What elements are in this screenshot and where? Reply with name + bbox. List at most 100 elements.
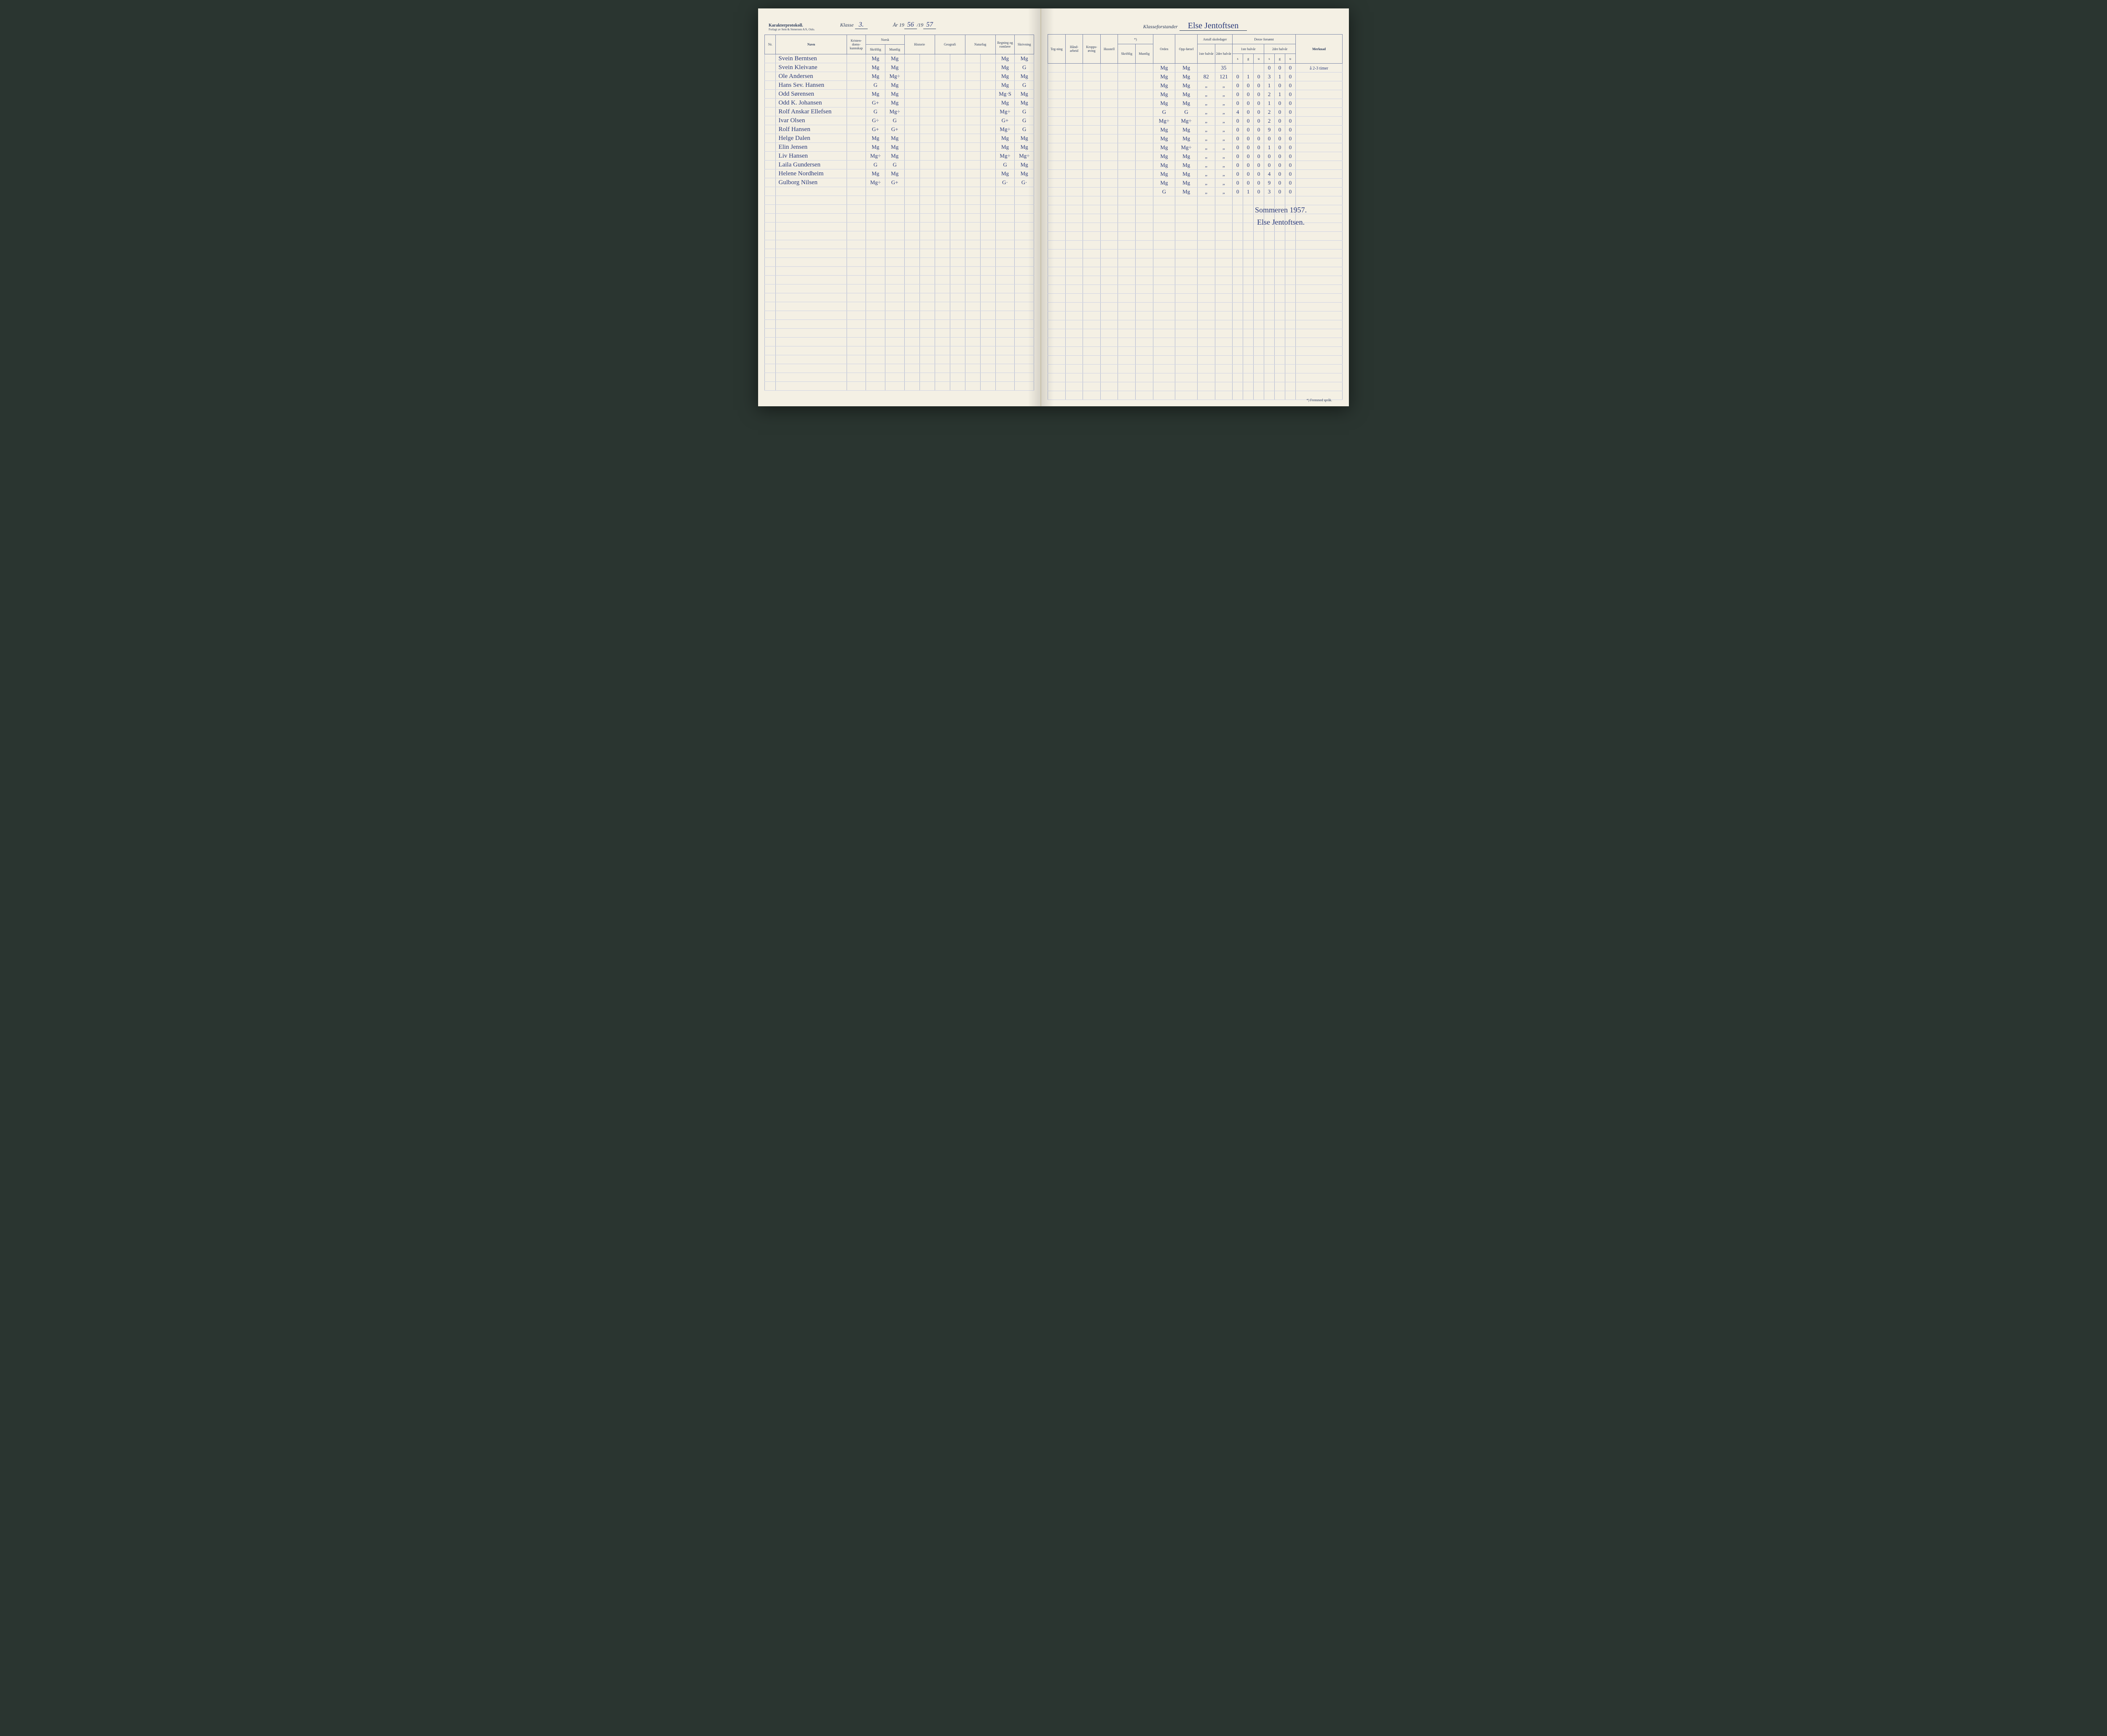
- cell-kristen: [847, 169, 866, 178]
- table-row-empty: [765, 214, 1034, 223]
- cell-skriv: Mg: [1015, 134, 1034, 143]
- cell-f1: 0: [1243, 108, 1254, 117]
- signature-block: Sommeren 1957. Else Jentoftsen.: [1255, 202, 1307, 230]
- cell-f5: 0: [1285, 81, 1295, 90]
- table-row-empty: [1048, 232, 1343, 241]
- table-row-empty: [1048, 347, 1343, 356]
- cell-orden: Mg: [1153, 81, 1175, 90]
- table-header-right: Teg-ning Hånd-arbeid Kropps-øving Husste…: [1048, 35, 1343, 64]
- cell-f5: 0: [1285, 72, 1295, 81]
- cell-f1: 0: [1243, 81, 1254, 90]
- cell-norsk-s: Mg: [866, 169, 885, 178]
- klasse-value: 3.: [855, 21, 868, 29]
- table-row-empty: [765, 276, 1034, 284]
- cell-name: Gulborg Nilsen: [776, 178, 847, 187]
- col-husstell: Husstell: [1100, 35, 1118, 64]
- cell-name: Ole Andersen: [776, 72, 847, 81]
- cell-f2: 0: [1254, 72, 1264, 81]
- col-handarbeid: Hånd-arbeid: [1065, 35, 1083, 64]
- cell-regning: Mg: [995, 99, 1015, 107]
- col-skrivning: Skrivning: [1015, 35, 1034, 54]
- cell-skriv: Mg: [1015, 161, 1034, 169]
- cell-f0: 0: [1233, 152, 1243, 161]
- table-row: MgMg÷„„000100: [1048, 143, 1343, 152]
- klasseforstander-label: Klasseforstander: [1143, 24, 1178, 30]
- cell-ad1: „: [1197, 179, 1215, 188]
- cell-merknad: å 2-3 timer: [1295, 64, 1342, 72]
- cell-regning: Mg·S: [995, 90, 1015, 99]
- cell-f5: 0: [1285, 161, 1295, 170]
- cell-oppf: Mg: [1175, 152, 1198, 161]
- cell-f4: 0: [1274, 152, 1285, 161]
- cell-norsk-m: G+: [885, 178, 904, 187]
- footnote: *) Fremmed språk.: [1306, 398, 1332, 402]
- cell-oppf: Mg: [1175, 179, 1198, 188]
- left-page: Karakterprotokoll. Forlagt av Sem & Sten…: [758, 8, 1041, 406]
- cell-f2: 0: [1254, 152, 1264, 161]
- cell-regning: Mg: [995, 72, 1015, 81]
- cell-f2: 0: [1254, 99, 1264, 108]
- signature-date: Sommeren 1957.: [1255, 206, 1307, 215]
- cell-f3: 2: [1264, 117, 1275, 126]
- klasseforstander-value: Else Jentoftsen: [1179, 21, 1247, 31]
- col-antall: Antall skoledager: [1197, 35, 1232, 44]
- cell-name: Rolf Hansen: [776, 125, 847, 134]
- cell-f2: 0: [1254, 81, 1264, 90]
- table-row-empty: [1048, 258, 1343, 267]
- cell-f3: 0: [1264, 152, 1275, 161]
- cell-f5: 0: [1285, 117, 1295, 126]
- cell-f0: 0: [1233, 117, 1243, 126]
- cell-ad1: „: [1197, 126, 1215, 134]
- cell-skriv: Mg: [1015, 72, 1034, 81]
- cell-ad2: „: [1215, 179, 1233, 188]
- table-row-empty: [1048, 285, 1343, 294]
- col-g1: g: [1243, 54, 1254, 64]
- cell-kristen: [847, 107, 866, 116]
- signature-name: Else Jentoftsen.: [1255, 218, 1307, 227]
- cell-merknad: [1295, 99, 1342, 108]
- cell-f5: 0: [1285, 90, 1295, 99]
- cell-merknad: [1295, 90, 1342, 99]
- cell-f5: 0: [1285, 126, 1295, 134]
- table-row: MgMg„„000100: [1048, 81, 1343, 90]
- col-navn: Navn: [776, 35, 847, 54]
- cell-f0: 0: [1233, 99, 1243, 108]
- table-row-empty: [765, 267, 1034, 276]
- col-g2: g: [1274, 54, 1285, 64]
- table-row: Gulborg NilsenMg÷G+G·G·: [765, 178, 1034, 187]
- cell-regning: Mg: [995, 63, 1015, 72]
- cell-norsk-s: G: [866, 107, 885, 116]
- cell-f1: 0: [1243, 134, 1254, 143]
- cell-nr: [765, 81, 776, 90]
- cell-skriv: G: [1015, 63, 1034, 72]
- cell-f4: 0: [1274, 161, 1285, 170]
- cell-f4: 0: [1274, 99, 1285, 108]
- cell-kristen: [847, 143, 866, 152]
- cell-oppf: Mg÷: [1175, 143, 1198, 152]
- cell-orden: Mg: [1153, 134, 1175, 143]
- table-row: Odd K. JohansenG+MgMgMg: [765, 99, 1034, 107]
- year1: 56: [904, 21, 917, 29]
- cell-orden: Mg: [1153, 170, 1175, 179]
- table-row-empty: [765, 187, 1034, 196]
- cell-norsk-s: Mg: [866, 54, 885, 63]
- cell-f4: 1: [1274, 72, 1285, 81]
- cell-norsk-m: Mg÷: [885, 107, 904, 116]
- col-kroppsoving: Kropps-øving: [1083, 35, 1101, 64]
- cell-ad2: „: [1215, 170, 1233, 179]
- cell-name: Odd Sørensen: [776, 90, 847, 99]
- table-row-empty: [1048, 294, 1343, 303]
- table-row: MgMg„„000400: [1048, 170, 1343, 179]
- cell-f2: 0: [1254, 90, 1264, 99]
- table-row-empty: [1048, 320, 1343, 329]
- cell-f4: 0: [1274, 143, 1285, 152]
- cell-norsk-m: Mg: [885, 81, 904, 90]
- cell-orden: Mg: [1153, 152, 1175, 161]
- table-row-empty: [765, 364, 1034, 373]
- cell-f4: 0: [1274, 126, 1285, 134]
- cell-ad2: 121: [1215, 72, 1233, 81]
- table-row: Odd SørensenMgMgMg·SMg: [765, 90, 1034, 99]
- col-merknad: Merknad: [1295, 35, 1342, 64]
- year2: 57: [923, 21, 936, 29]
- cell-norsk-s: Mg÷: [866, 178, 885, 187]
